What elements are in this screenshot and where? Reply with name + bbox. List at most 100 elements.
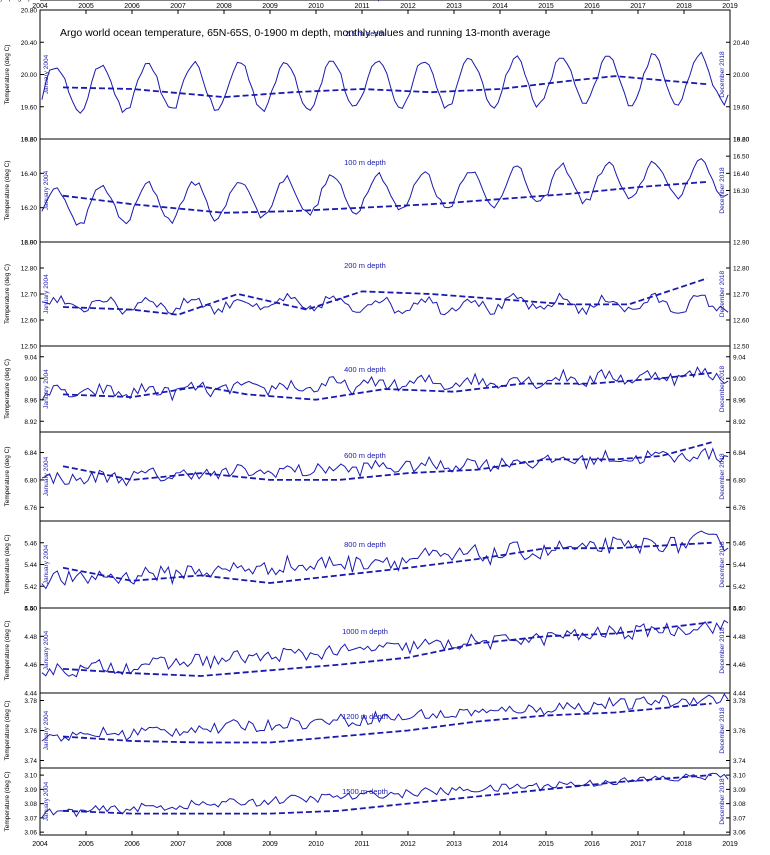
y-tick-label-left: 5.46 bbox=[24, 540, 37, 547]
y-tick-label-right: 16.40 bbox=[733, 171, 750, 178]
y-tick-label-left: 2.48 bbox=[24, 0, 37, 2]
y-tick-label-left: 4.48 bbox=[24, 634, 37, 641]
average-series-line bbox=[62, 372, 712, 401]
x-tick-label-top: 2008 bbox=[216, 3, 232, 10]
y-tick-label-right: 12.60 bbox=[733, 318, 750, 325]
y-tick-label-right: 5.44 bbox=[733, 562, 746, 569]
y-tick-label-left: 5.42 bbox=[24, 584, 37, 591]
y-tick-label-left: 16.40 bbox=[21, 171, 38, 178]
start-date-label: January 2004 bbox=[43, 170, 50, 210]
y-tick-label-right: 3.07 bbox=[733, 815, 746, 822]
y-tick-label-right: 16.50 bbox=[733, 154, 750, 161]
x-tick-label-bottom: 2014 bbox=[492, 841, 508, 848]
y-tick-label-right: 3.76 bbox=[733, 728, 746, 735]
y-tick-label-left: 3.09 bbox=[24, 787, 37, 794]
y-axis-label: Temperature (deg C) bbox=[4, 264, 11, 324]
y-tick-label-left: 12.70 bbox=[21, 292, 38, 299]
y-tick-label-left: 16.20 bbox=[21, 205, 38, 212]
x-tick-label-top: 2012 bbox=[400, 3, 416, 10]
y-tick-label-right: 12.70 bbox=[733, 292, 750, 299]
average-series-line bbox=[62, 75, 708, 99]
y-axis-label: Temperature (deg C) bbox=[4, 621, 11, 681]
y-tick-label-left: 20.80 bbox=[21, 8, 38, 15]
x-tick-label-bottom: 2013 bbox=[446, 841, 462, 848]
y-axis-label: Temperature (deg C) bbox=[0, 0, 30, 2]
y-tick-label-left: 3.76 bbox=[24, 728, 37, 735]
average-series-line bbox=[62, 277, 708, 316]
x-tick-label-top: 2005 bbox=[78, 3, 94, 10]
y-tick-label-right: 4.48 bbox=[733, 634, 746, 641]
x-tick-label-top: 2013 bbox=[446, 3, 462, 10]
y-tick-label-right: 5.40 bbox=[733, 606, 746, 613]
y-tick-label-right: 9.04 bbox=[733, 354, 746, 361]
y-tick-label-right: 16.60 bbox=[733, 137, 750, 144]
y-tick-label-right: 9.00 bbox=[733, 376, 746, 383]
y-tick-label-right: 5.42 bbox=[733, 584, 746, 591]
y-tick-label-left: 20.40 bbox=[21, 40, 38, 47]
y-tick-label-left: 3.74 bbox=[24, 758, 37, 765]
start-date-label: January 2004 bbox=[43, 274, 50, 314]
y-tick-label-right: 4.44 bbox=[733, 691, 746, 698]
x-tick-label-top: 2015 bbox=[538, 3, 554, 10]
average-series-line bbox=[62, 541, 712, 584]
x-tick-label-top: 2011 bbox=[354, 3, 369, 10]
end-date-label: December 2018 bbox=[719, 167, 726, 214]
y-tick-label-left: 3.78 bbox=[24, 698, 37, 705]
end-date-label: December 2018 bbox=[719, 270, 726, 317]
end-date-label: December 2018 bbox=[719, 541, 726, 588]
monthly-series-line bbox=[41, 693, 729, 742]
start-date-label: January 2004 bbox=[43, 781, 50, 821]
average-series-line bbox=[62, 441, 712, 481]
y-tick-label-left: 12.90 bbox=[21, 240, 38, 247]
y-tick-label-left: 20.00 bbox=[21, 72, 38, 79]
y-tick-label-right: 4.46 bbox=[733, 662, 746, 669]
y-tick-label-left: 9.00 bbox=[24, 376, 37, 383]
start-date-label: January 2004 bbox=[43, 710, 50, 750]
start-date-label: January 2004 bbox=[43, 544, 50, 584]
y-tick-label-right: 8.92 bbox=[733, 419, 746, 426]
x-tick-label-bottom: 2008 bbox=[216, 841, 232, 848]
end-date-label: December 2018 bbox=[719, 51, 726, 98]
y-tick-label-right: 12.50 bbox=[733, 344, 750, 351]
y-axis-label: Temperature (deg C) bbox=[4, 359, 11, 419]
x-tick-label-top: 2017 bbox=[630, 3, 646, 10]
y-tick-label-left: 3.10 bbox=[24, 773, 37, 780]
y-axis-label: Temperature (deg C) bbox=[4, 45, 11, 105]
y-tick-label-right: 2.48 bbox=[733, 0, 746, 2]
y-tick-label-right: 19.60 bbox=[733, 104, 750, 111]
y-tick-label-right: 5.46 bbox=[733, 540, 746, 547]
y-tick-label-left: 6.84 bbox=[24, 450, 37, 457]
x-tick-label-bottom: 2019 bbox=[722, 841, 738, 848]
y-tick-label-left: 19.20 bbox=[21, 137, 38, 144]
y-tick-label-right: 20.40 bbox=[733, 40, 750, 47]
y-tick-label-left: 16.60 bbox=[21, 137, 38, 144]
end-date-label: December 2018 bbox=[719, 778, 726, 825]
start-date-label: January 2004 bbox=[43, 369, 50, 409]
monthly-series-line bbox=[41, 447, 729, 487]
y-tick-label-right: 6.84 bbox=[733, 450, 746, 457]
y-tick-label-right: 16.30 bbox=[733, 188, 750, 195]
monthly-series-line bbox=[41, 772, 729, 818]
y-tick-label-left: 8.96 bbox=[24, 397, 37, 404]
y-axis-label: Temperature (deg C) bbox=[4, 161, 11, 221]
y-tick-label-right: 2.5 bbox=[733, 0, 742, 2]
x-tick-label-bottom: 2012 bbox=[400, 841, 416, 848]
y-tick-label-right: 12.80 bbox=[733, 266, 750, 273]
y-tick-label-right: 3.78 bbox=[733, 698, 746, 705]
y-tick-label-right: 3.08 bbox=[733, 801, 746, 808]
x-tick-label-bottom: 2004 bbox=[32, 841, 48, 848]
y-axis-label: Temperature (deg C) bbox=[4, 772, 11, 832]
average-series-line bbox=[62, 702, 712, 744]
start-date-label: January 2004 bbox=[0, 0, 20, 2]
x-tick-label-bottom: 2007 bbox=[170, 841, 186, 848]
y-tick-label-right: 20.00 bbox=[733, 72, 750, 79]
depth-label: 1900 m depth bbox=[342, 0, 388, 2]
y-tick-label-left: 6.80 bbox=[24, 477, 37, 484]
y-tick-label-right: 19.20 bbox=[733, 137, 750, 144]
depth-label: 1500 m depth bbox=[342, 787, 388, 796]
monthly-series-line bbox=[41, 157, 729, 226]
plot-frame bbox=[39, 9, 731, 836]
average-series-line bbox=[62, 181, 708, 214]
